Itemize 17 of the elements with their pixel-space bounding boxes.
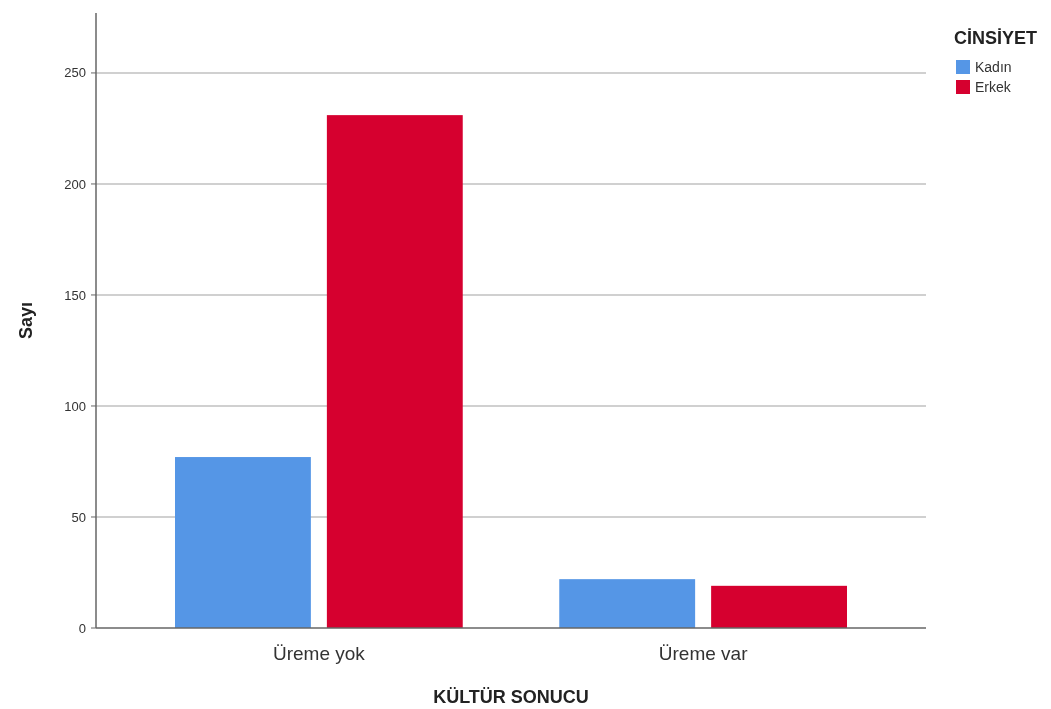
- y-axis-title: Sayı: [16, 301, 36, 340]
- y-tick-label: 100: [64, 398, 86, 414]
- y-tick-label: 250: [64, 65, 86, 81]
- legend-label: Kadın: [975, 58, 1012, 75]
- x-tick-label: Üreme yok: [272, 643, 366, 664]
- legend-label: Erkek: [975, 78, 1012, 95]
- x-tick-label: Üreme var: [658, 643, 749, 664]
- bar: [711, 585, 847, 628]
- y-tick-label: 200: [64, 176, 86, 192]
- legend-title: CİNSİYET: [954, 28, 1038, 48]
- bar: [559, 579, 696, 628]
- y-tick-label: 150: [64, 287, 86, 303]
- x-axis-title: KÜLTÜR SONUCU: [433, 687, 589, 707]
- y-tick-label: 0: [78, 620, 86, 636]
- bar: [175, 457, 311, 628]
- bar: [326, 115, 463, 628]
- y-tick-label: 50: [71, 509, 86, 525]
